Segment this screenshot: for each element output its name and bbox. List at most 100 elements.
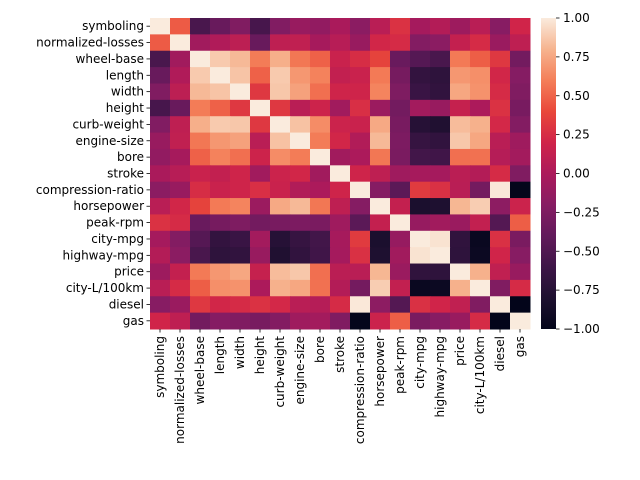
heatmap-cell: [290, 116, 311, 134]
heatmap-cell: [510, 312, 531, 330]
column-tick-label: peak-rpm: [393, 336, 407, 394]
heatmap-cell: [490, 198, 511, 215]
heatmap-cell: [450, 312, 471, 330]
row-tick-label: peak-rpm: [86, 216, 144, 230]
colorbar: [541, 18, 556, 329]
heatmap-cell: [310, 83, 331, 101]
heatmap-cell: [230, 99, 251, 117]
heatmap-cell: [170, 247, 191, 265]
heatmap-cell: [190, 148, 211, 166]
heatmap-cell: [410, 181, 431, 199]
heatmap-cell: [310, 50, 331, 68]
heatmap-cell: [210, 116, 231, 134]
heatmap-cell: [350, 18, 371, 35]
heatmap-cell: [270, 296, 291, 314]
heatmap-cell: [390, 83, 411, 101]
heatmap-cell: [430, 50, 451, 68]
heatmap-cell: [150, 99, 171, 117]
heatmap-cell: [410, 99, 431, 117]
heatmap-cell: [150, 18, 171, 35]
heatmap-cell: [270, 67, 291, 84]
heatmap-cell: [310, 214, 331, 232]
heatmap-cell: [490, 50, 511, 68]
row-tick-label: price: [114, 265, 144, 279]
heatmap-cell: [230, 230, 251, 248]
row-tick-label: city-L/100km: [66, 281, 144, 295]
heatmap-cell: [310, 67, 331, 84]
heatmap-cell: [170, 214, 191, 232]
heatmap-cell: [370, 116, 391, 134]
heatmap-cell: [250, 230, 271, 248]
heatmap-cell: [190, 230, 211, 248]
heatmap-cell: [430, 279, 451, 297]
row-tick-label: engine-size: [75, 134, 144, 148]
heatmap-cell: [510, 214, 531, 232]
heatmap-cell: [430, 148, 451, 166]
heatmap-cell: [490, 214, 511, 232]
heatmap-cell: [490, 230, 511, 248]
heatmap-cell: [190, 263, 211, 281]
heatmap-cell: [270, 198, 291, 215]
heatmap-cell: [170, 99, 191, 117]
heatmap-cell: [230, 165, 251, 183]
heatmap-cell: [230, 116, 251, 134]
heatmap-cell: [450, 247, 471, 265]
heatmap-cell: [330, 181, 351, 199]
row-tick-label: diesel: [109, 297, 144, 311]
heatmap-cell: [350, 116, 371, 134]
heatmap-cell: [390, 214, 411, 232]
heatmap-cell: [510, 99, 531, 117]
heatmap-cell: [350, 181, 371, 199]
heatmap-cell: [150, 34, 171, 52]
heatmap-cell: [230, 263, 251, 281]
heatmap-cell: [310, 296, 331, 314]
heatmap-cell: [290, 230, 311, 248]
heatmap-cell: [290, 247, 311, 265]
heatmap-cell: [190, 50, 211, 68]
row-tick-label: height: [106, 101, 145, 115]
heatmap-cell: [430, 198, 451, 215]
heatmap-cell: [430, 67, 451, 84]
heatmap-cell: [150, 116, 171, 134]
heatmap-cell: [250, 116, 271, 134]
heatmap-cell: [390, 34, 411, 52]
heatmap-cell: [190, 198, 211, 215]
heatmap-cell: [430, 116, 451, 134]
heatmap-cell: [310, 18, 331, 35]
heatmap-cell: [150, 132, 171, 150]
heatmap-cell: [490, 165, 511, 183]
heatmap-cell: [210, 132, 231, 150]
heatmap-cell: [330, 279, 351, 297]
heatmap-cell: [350, 263, 371, 281]
heatmap-cell: [370, 83, 391, 101]
heatmap-cell: [370, 296, 391, 314]
heatmap-cell: [390, 198, 411, 215]
heatmap-cell: [450, 132, 471, 150]
heatmap-cell: [290, 165, 311, 183]
heatmap-cell: [170, 50, 191, 68]
heatmap-cell: [350, 50, 371, 68]
heatmap-cell: [350, 165, 371, 183]
heatmap-cell: [410, 67, 431, 84]
heatmap-cell: [190, 132, 211, 150]
heatmap-cell: [470, 34, 491, 52]
heatmap-cell: [150, 181, 171, 199]
heatmap-cell: [270, 99, 291, 117]
heatmap-cell: [350, 83, 371, 101]
heatmap-cell: [330, 34, 351, 52]
heatmap-cell: [310, 181, 331, 199]
column-tick-label: engine-size: [293, 336, 307, 405]
heatmap-cell: [370, 148, 391, 166]
heatmap-cell: [310, 165, 331, 183]
row-tick-label: length: [106, 68, 144, 82]
heatmap-cell: [270, 18, 291, 35]
heatmap-cell: [250, 50, 271, 68]
heatmap-cell: [490, 148, 511, 166]
heatmap-cell: [170, 34, 191, 52]
column-tick-labels: symboling normalized-losses wheel-base leng…: [153, 329, 527, 444]
heatmap-cell: [170, 18, 191, 35]
heatmap-cell: [350, 247, 371, 265]
heatmap-cell: [430, 83, 451, 101]
heatmap-cell: [170, 148, 191, 166]
heatmap-cell: [450, 99, 471, 117]
